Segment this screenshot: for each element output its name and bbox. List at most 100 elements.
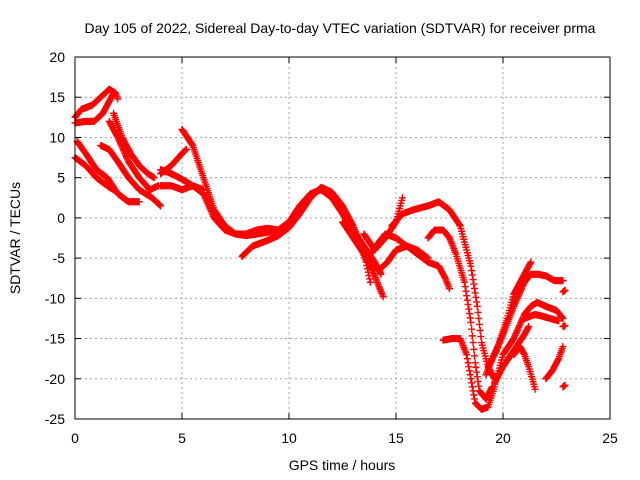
- data-point: [118, 143, 126, 151]
- data-point: [515, 323, 523, 331]
- data-point: [511, 331, 519, 339]
- data-point: [468, 332, 476, 340]
- data-point: [561, 381, 569, 389]
- data-point: [469, 276, 477, 284]
- data-point: [516, 320, 524, 328]
- data-point: [467, 262, 475, 270]
- data-point: [465, 305, 473, 313]
- data-point: [477, 333, 485, 341]
- data-point: [473, 368, 481, 376]
- data-point: [470, 280, 478, 288]
- chart-title: Day 105 of 2022, Sidereal Day-to-day VTE…: [85, 20, 596, 36]
- data-point: [199, 190, 207, 198]
- data-point: [525, 322, 533, 330]
- data-point: [474, 377, 482, 385]
- data-point: [465, 363, 473, 371]
- data-point: [464, 359, 472, 367]
- data-point: [115, 137, 123, 145]
- series-track: [520, 310, 563, 325]
- data-point: [119, 145, 127, 153]
- data-point: [468, 379, 476, 387]
- data-point: [473, 298, 481, 306]
- data-point: [157, 202, 165, 210]
- data-points: [71, 85, 569, 413]
- series-track: [375, 242, 432, 274]
- data-point: [492, 348, 500, 356]
- data-point: [379, 293, 387, 301]
- data-point: [515, 322, 523, 330]
- y-tick-label: 10: [49, 129, 65, 145]
- data-point: [441, 273, 449, 281]
- data-point: [461, 283, 469, 291]
- data-point: [468, 383, 476, 391]
- y-tick-label: 5: [57, 170, 65, 186]
- data-point: [467, 375, 475, 383]
- data-point: [366, 275, 374, 283]
- y-tick-label: -15: [45, 331, 65, 347]
- data-point: [109, 91, 117, 99]
- series-track: [559, 322, 569, 330]
- data-point: [514, 325, 522, 333]
- data-point: [469, 387, 477, 395]
- data-point: [524, 324, 532, 332]
- data-point: [117, 141, 125, 149]
- data-point: [470, 391, 478, 399]
- series-track: [439, 298, 567, 413]
- plot-frame: [74, 56, 611, 420]
- series-track: [388, 198, 498, 383]
- data-point: [463, 292, 471, 300]
- series-track: [360, 194, 406, 254]
- data-point: [463, 355, 471, 363]
- data-point: [473, 373, 481, 381]
- data-point: [559, 314, 567, 322]
- series-track: [110, 109, 158, 182]
- data-point: [476, 327, 484, 335]
- axis-ticks: 0 5 10 15 20 25 -25 -20 -15 -10 -5 0 5 10 15 20: [45, 49, 618, 446]
- data-point: [123, 154, 131, 162]
- data-point: [561, 322, 569, 330]
- x-tick-label: 0: [71, 430, 79, 446]
- data-point: [464, 301, 472, 309]
- data-point: [121, 150, 129, 158]
- data-point: [110, 186, 118, 194]
- data-point: [520, 349, 528, 357]
- data-point: [470, 395, 478, 403]
- data-point: [114, 133, 122, 141]
- data-point: [463, 351, 471, 359]
- series-track: [71, 154, 118, 194]
- data-point: [455, 221, 463, 229]
- data-point: [526, 259, 534, 267]
- data-point: [515, 291, 523, 299]
- data-point: [558, 314, 566, 322]
- data-point: [469, 339, 477, 347]
- data-point: [468, 325, 476, 333]
- data-point: [202, 196, 210, 204]
- data-point: [561, 286, 569, 294]
- data-point: [517, 318, 525, 326]
- data-point: [110, 89, 118, 97]
- data-point: [182, 146, 190, 154]
- data-point: [471, 289, 479, 297]
- data-point: [513, 327, 521, 335]
- data-point: [510, 333, 518, 341]
- data-point: [120, 148, 128, 156]
- data-point: [559, 343, 567, 351]
- data-point: [120, 146, 128, 154]
- x-axis-label: GPS time / hours: [289, 457, 396, 473]
- y-tick-label: -5: [53, 250, 66, 266]
- data-point: [472, 363, 480, 371]
- data-point: [348, 221, 356, 229]
- y-tick-label: -10: [45, 290, 65, 306]
- data-point: [475, 382, 483, 390]
- data-point: [475, 320, 483, 328]
- x-tick-label: 25: [602, 430, 618, 446]
- series-track: [424, 226, 496, 403]
- data-point: [446, 285, 453, 293]
- y-tick-label: -25: [45, 411, 65, 427]
- y-tick-label: 20: [49, 49, 65, 65]
- data-point: [470, 352, 478, 360]
- data-point: [531, 385, 539, 393]
- data-point: [510, 335, 518, 343]
- y-tick-label: -20: [45, 371, 65, 387]
